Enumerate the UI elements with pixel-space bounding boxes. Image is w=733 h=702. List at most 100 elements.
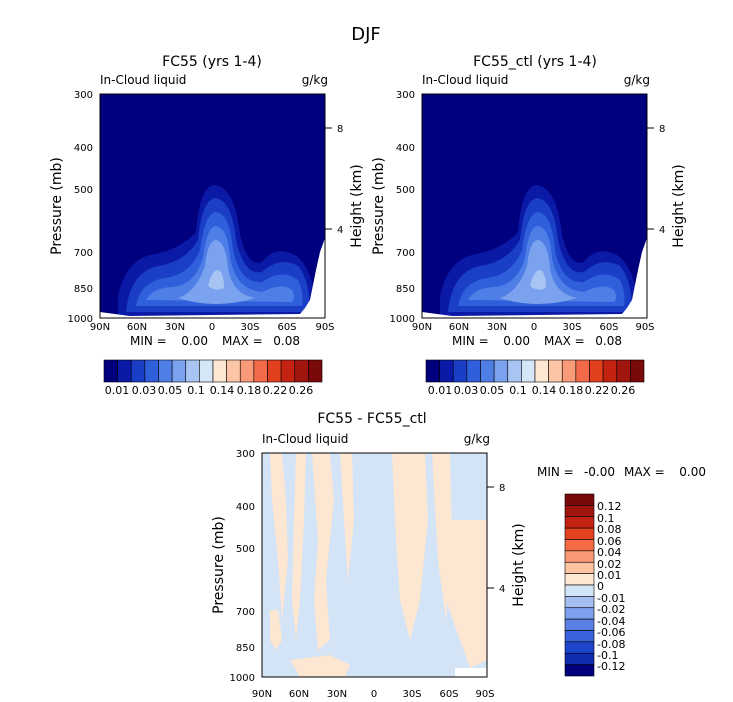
colorbar-label: 0.08 xyxy=(597,523,622,536)
y-tick-label: 1000 xyxy=(230,673,255,684)
y-axis: Pressure (mb) 300 400 500 700 850 1000 xyxy=(211,449,255,684)
y-axis-label: Pressure (mb) xyxy=(211,516,227,614)
colorbar-swatch xyxy=(144,359,159,383)
colorbar-swatch xyxy=(425,359,440,383)
x-tick-label: 60S xyxy=(599,322,618,333)
colorbar-swatch xyxy=(616,359,631,383)
colorbar-label: 0.1 xyxy=(597,512,615,525)
x-tick-label: 0 xyxy=(531,322,537,333)
colorbar-swatch xyxy=(564,596,595,609)
y2-axis: 8 4 Height (km) xyxy=(325,124,365,248)
panel-fc55-ctl: FC55_ctl (yrs 1-4) In-Cloud liquid g/kg … xyxy=(371,54,687,397)
max-value: 0.08 xyxy=(273,334,300,348)
colorbar-swatch xyxy=(493,359,509,383)
colorbar-swatch xyxy=(564,493,595,506)
x-tick-label: 30N xyxy=(487,322,507,333)
colorbar-label: 0.18 xyxy=(237,384,262,397)
colorbar-swatch xyxy=(171,359,187,383)
colorbar-label: 0.02 xyxy=(597,558,622,571)
x-tick-label: 30S xyxy=(240,322,259,333)
colorbar-label: 0.26 xyxy=(611,384,636,397)
y-axis: Pressure (mb) 300 400 500 700 850 1000 xyxy=(49,90,93,325)
panel-fc55: FC55 (yrs 1-4) In-Cloud liquid g/kg Pres… xyxy=(49,54,365,397)
stats-line: MIN = 0.00 MAX = 0.08 xyxy=(452,334,622,348)
min-value: 0.00 xyxy=(181,334,208,348)
colorbar-label: 0.03 xyxy=(454,384,479,397)
panel-title: FC55_ctl (yrs 1-4) xyxy=(473,54,597,70)
panel-title: FC55 (yrs 1-4) xyxy=(162,54,262,70)
y-tick-label: 400 xyxy=(74,143,93,154)
x-tick-label: 30N xyxy=(165,322,185,333)
x-tick-label: 30N xyxy=(327,689,347,700)
x-tick-label: 60S xyxy=(439,689,458,700)
plot-frame xyxy=(261,452,488,678)
colorbar-label: 0.03 xyxy=(132,384,157,397)
max-value: 0.08 xyxy=(595,334,622,348)
x-tick-label: 30S xyxy=(562,322,581,333)
x-tick-label: 60S xyxy=(277,322,296,333)
plot-frame xyxy=(99,93,326,319)
colorbar-label: -0.06 xyxy=(597,626,625,639)
colorbar-swatch xyxy=(564,527,595,540)
panel-units: g/kg xyxy=(302,73,328,87)
diff-positive-region xyxy=(290,655,350,677)
panel-variable: In-Cloud liquid xyxy=(422,73,508,87)
y-axis: Pressure (mb) 300 400 500 700 850 1000 xyxy=(371,90,415,325)
contour-level-6 xyxy=(208,270,224,290)
y2-axis-label: Height (km) xyxy=(511,523,527,606)
colorbar-swatch xyxy=(564,561,595,574)
colorbar xyxy=(564,493,595,677)
min-label: MIN = xyxy=(537,465,574,479)
diff-positive-region xyxy=(438,520,487,668)
colorbar-swatch xyxy=(564,664,595,677)
min-value: 0.00 xyxy=(503,334,530,348)
colorbar-swatch xyxy=(103,359,118,383)
colorbar-label: 0.12 xyxy=(597,500,622,513)
colorbar-label: -0.1 xyxy=(597,649,618,662)
colorbar-label: 0.01 xyxy=(105,384,130,397)
colorbar-swatch xyxy=(239,359,255,383)
page-title: DJF xyxy=(351,24,381,45)
colorbar xyxy=(103,359,323,383)
stats-line: MIN = -0.00 MAX = 0.00 xyxy=(537,465,706,479)
colorbar-swatch xyxy=(564,630,595,643)
colorbar-swatch xyxy=(294,359,309,383)
colorbar-labels: 0.12 0.1 0.08 0.06 0.04 0.02 0.01 0 -0.0… xyxy=(597,500,625,673)
colorbar-swatch xyxy=(466,359,481,383)
y-tick-label: 700 xyxy=(236,607,255,618)
y-tick-label: 400 xyxy=(236,502,255,513)
y-tick-label: 850 xyxy=(74,284,93,295)
colorbar-labels: 0.01 0.03 0.05 0.1 0.14 0.18 0.22 0.26 xyxy=(105,384,314,397)
colorbar-swatch xyxy=(564,550,595,563)
y2-tick-label: 4 xyxy=(659,225,665,236)
colorbar-label: -0.08 xyxy=(597,638,625,651)
colorbar-swatch xyxy=(480,359,495,383)
y-tick-label: 850 xyxy=(396,284,415,295)
diff-positive-region xyxy=(312,453,334,650)
colorbar-swatch xyxy=(521,359,536,383)
min-label: MIN = xyxy=(130,334,167,348)
colorbar-swatch xyxy=(452,359,468,383)
colorbar-swatch xyxy=(199,359,214,383)
panel-variable: In-Cloud liquid xyxy=(100,73,186,87)
y-tick-label: 700 xyxy=(74,248,93,259)
colorbar-label: 0.14 xyxy=(532,384,557,397)
y-tick-label: 500 xyxy=(236,544,255,555)
y-tick-label: 700 xyxy=(396,248,415,259)
colorbar-label: 0.26 xyxy=(289,384,314,397)
colorbar-swatch xyxy=(589,359,604,383)
colorbar-label: -0.04 xyxy=(597,615,625,628)
colorbar-label: 0.01 xyxy=(428,384,453,397)
colorbar-label: 0.06 xyxy=(597,535,622,548)
y-tick-label: 500 xyxy=(74,185,93,196)
colorbar-label: 0.14 xyxy=(210,384,235,397)
y-tick-label: 1000 xyxy=(68,314,93,325)
y-axis-label: Pressure (mb) xyxy=(371,157,387,255)
colorbar-swatch xyxy=(253,359,268,383)
colorbar-swatch xyxy=(630,359,645,383)
colorbar-swatch xyxy=(226,359,241,383)
colorbar-swatch xyxy=(534,359,549,383)
diff-positive-region xyxy=(270,453,288,620)
min-label: MIN = xyxy=(452,334,489,348)
